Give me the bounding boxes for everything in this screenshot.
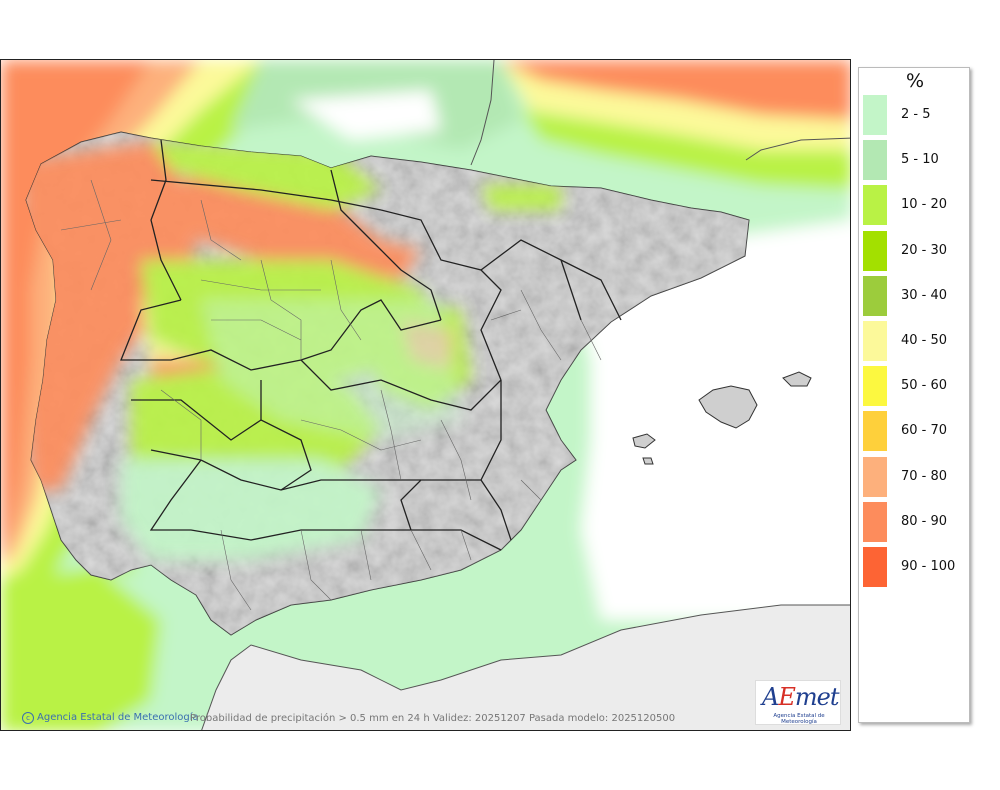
legend-swatch xyxy=(863,185,887,226)
legend-label: 90 - 100 xyxy=(901,559,956,574)
legend-item: 5 - 10 xyxy=(863,140,971,181)
legend-label: 5 - 10 xyxy=(901,152,939,168)
aemet-logo-subtitle: Agencia Estatal de Meteorología xyxy=(773,713,825,725)
legend-swatch xyxy=(863,321,887,361)
legend-label: 50 - 60 xyxy=(901,378,948,394)
legend-label: 40 - 50 xyxy=(901,333,948,348)
legend-label: 60 - 70 xyxy=(901,423,948,439)
legend-label: 70 - 80 xyxy=(901,468,948,484)
legend-swatch xyxy=(863,411,887,452)
province-boundaries xyxy=(60,179,602,611)
ibiza-island xyxy=(632,433,656,449)
gulf-of-lion-coast xyxy=(745,137,850,161)
aemet-logo-word: AEmet xyxy=(762,683,839,711)
mallorca-island xyxy=(698,385,758,429)
legend-swatch xyxy=(863,95,887,135)
map-caption: Probabilidad de precipitación > 0.5 mm e… xyxy=(190,713,676,724)
legend-panel: % 2 - 5 5 - 10 10 - 20 20 - 30 30 - 40 40 - 5… xyxy=(858,67,970,723)
legend-item: 70 - 80 xyxy=(863,456,971,497)
legend-swatch xyxy=(863,456,887,497)
north-africa-landmass xyxy=(201,604,850,730)
agency-credit-text: Agencia Estatal de Meteorología xyxy=(37,712,199,723)
legend-swatch xyxy=(863,366,887,407)
legend-item: 50 - 60 xyxy=(863,366,971,407)
legend-item: 40 - 50 xyxy=(863,321,971,361)
france-coastline xyxy=(470,60,495,166)
legend-item: 2 - 5 xyxy=(863,95,971,135)
land-probability-field xyxy=(26,140,561,560)
map-svg xyxy=(1,60,850,730)
agency-credit[interactable]: c Agencia Estatal de Meteorología xyxy=(22,712,199,724)
legend-swatch xyxy=(863,140,887,181)
legend-label: 2 - 5 xyxy=(901,107,931,122)
legend-label: 80 - 90 xyxy=(901,513,948,529)
legend-swatch xyxy=(863,230,887,271)
legend-item: 30 - 40 xyxy=(863,275,971,316)
legend-label: 10 - 20 xyxy=(901,197,948,213)
menorca-island xyxy=(782,371,812,387)
legend-item: 80 - 90 xyxy=(863,501,971,542)
legend-item: 60 - 70 xyxy=(863,411,971,452)
precipitation-probability-map[interactable] xyxy=(0,59,851,731)
legend-item: 10 - 20 xyxy=(863,185,971,226)
legend-label: 20 - 30 xyxy=(901,242,948,258)
formentera-island xyxy=(642,457,654,465)
legend-item: 20 - 30 xyxy=(863,230,971,271)
legend-label: 30 - 40 xyxy=(901,287,948,303)
legend-swatch xyxy=(863,547,887,587)
copyright-icon: c xyxy=(22,712,34,724)
legend-item: 90 - 100 xyxy=(863,547,971,587)
legend-title: % xyxy=(905,70,925,92)
legend-swatch xyxy=(863,501,887,542)
aemet-logo[interactable]: AEmet Agencia Estatal de Meteorología xyxy=(755,680,841,725)
legend-swatch xyxy=(863,275,887,316)
